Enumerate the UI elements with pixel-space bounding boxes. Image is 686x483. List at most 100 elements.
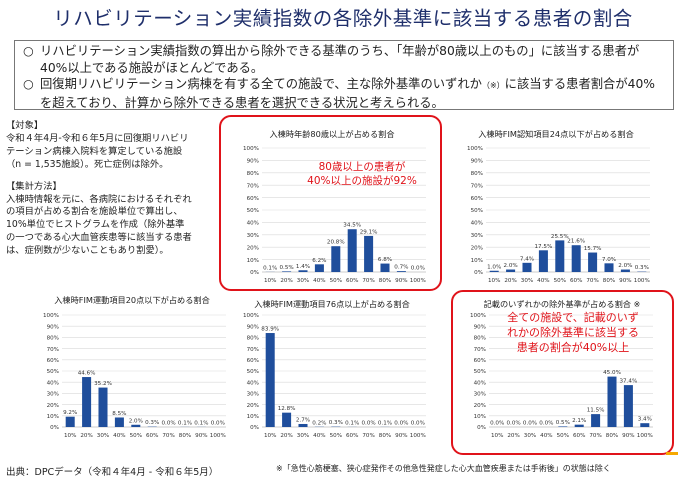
data-label: 11.5% bbox=[587, 408, 605, 414]
data-label: 0.0% bbox=[411, 421, 425, 427]
y-tick-label: 90% bbox=[47, 324, 59, 330]
data-label: 2.1% bbox=[572, 418, 586, 424]
bar bbox=[522, 262, 532, 272]
x-tick-label: 70% bbox=[362, 278, 374, 284]
y-tick-label: 40% bbox=[471, 221, 483, 227]
callout-any-line-2: れかの除外基準に該当する bbox=[507, 326, 639, 339]
x-tick-label: 60% bbox=[346, 278, 358, 284]
y-tick-label: 0% bbox=[477, 425, 486, 431]
x-tick-label: 50% bbox=[554, 278, 566, 284]
x-tick-label: 80% bbox=[606, 433, 618, 439]
summary-bullet-2: 回復期リハビリテーション病棟を有する全ての施設で、主な除外基準のいずれか（※）に… bbox=[23, 76, 665, 111]
y-tick-label: 70% bbox=[247, 183, 259, 189]
x-tick-label: 90% bbox=[622, 433, 634, 439]
data-label: 2.7% bbox=[296, 417, 310, 423]
y-tick-label: 80% bbox=[47, 336, 59, 342]
bar bbox=[65, 416, 75, 427]
bar bbox=[82, 377, 92, 427]
data-label: 0.5% bbox=[279, 265, 293, 271]
y-tick-label: 30% bbox=[47, 392, 59, 398]
bar bbox=[380, 263, 390, 272]
bar bbox=[298, 423, 308, 427]
x-tick-label: 10% bbox=[264, 278, 276, 284]
bar bbox=[571, 245, 581, 272]
data-label: 0.1% bbox=[345, 420, 359, 426]
callout-any-line-3: 患者の割合が40%以上 bbox=[516, 341, 630, 354]
data-label: 0.1% bbox=[178, 420, 192, 426]
chart-title: 入棟時FIM運動項目20点以下が占める割合 bbox=[54, 295, 210, 305]
callout-age: 80歳以上の患者が 40%以上の施設が92% bbox=[302, 160, 422, 188]
y-tick-label: 60% bbox=[247, 358, 259, 364]
data-label: 0.7% bbox=[394, 265, 408, 271]
data-label: 0.0% bbox=[523, 421, 537, 427]
x-tick-label: 10% bbox=[264, 433, 276, 439]
data-label: 6.8% bbox=[378, 257, 392, 263]
bar bbox=[298, 270, 308, 272]
y-tick-label: 20% bbox=[47, 403, 59, 409]
y-tick-label: 20% bbox=[471, 245, 483, 251]
y-tick-label: 80% bbox=[474, 336, 486, 342]
x-tick-label: 100% bbox=[634, 278, 650, 284]
x-tick-label: 90% bbox=[395, 433, 407, 439]
x-tick-label: 90% bbox=[619, 278, 631, 284]
y-tick-label: 10% bbox=[247, 258, 259, 264]
chart-fim-motor-high: 入棟時FIM運動項目76点以上が占める割合 0% 10% 20% 30% 40% 50% 6… bbox=[226, 290, 438, 452]
data-label: 6.2% bbox=[312, 258, 326, 264]
bar bbox=[489, 270, 499, 272]
x-tick-label: 30% bbox=[97, 433, 109, 439]
x-tick-label: 90% bbox=[195, 433, 207, 439]
data-label: 0.0% bbox=[361, 421, 375, 427]
summary-bullet-2-note: （※） bbox=[481, 81, 505, 90]
data-label: 25.5% bbox=[551, 234, 569, 240]
bar bbox=[555, 240, 565, 272]
y-tick-label: 10% bbox=[47, 414, 59, 420]
y-tick-label: 20% bbox=[474, 403, 486, 409]
data-label: 2.0% bbox=[503, 263, 517, 269]
data-label: 0.3% bbox=[145, 420, 159, 426]
y-tick-label: 60% bbox=[471, 196, 483, 202]
bar bbox=[282, 412, 292, 427]
data-label: 8.5% bbox=[112, 411, 126, 417]
bar bbox=[347, 229, 357, 272]
target-heading: 【対象】 bbox=[6, 120, 44, 131]
chart-plot: 0%10%20%30%40%50%60%70%80%90%100%0.0%10%… bbox=[470, 313, 653, 439]
data-label: 1.4% bbox=[296, 264, 310, 270]
chart-age-80: 入棟時年齢80歳以上が占める割合 0% 10% 20% 30% 40% 50% 60% 70%… bbox=[226, 120, 438, 292]
y-tick-label: 70% bbox=[247, 347, 259, 353]
x-tick-label: 80% bbox=[379, 278, 391, 284]
chart-any-exclusion: 記載のいずれかの除外基準が占める割合 ※ 0% 10% 20% 30% 40% 50% 60… bbox=[453, 290, 671, 452]
y-tick-label: 10% bbox=[247, 414, 259, 420]
x-tick-label: 70% bbox=[362, 433, 374, 439]
data-label: 0.0% bbox=[490, 421, 504, 427]
data-label: 20.8% bbox=[327, 240, 345, 246]
y-tick-label: 70% bbox=[47, 347, 59, 353]
x-tick-label: 50% bbox=[557, 433, 569, 439]
bar bbox=[98, 387, 108, 427]
y-tick-label: 50% bbox=[471, 208, 483, 214]
x-tick-label: 80% bbox=[379, 433, 391, 439]
data-label: 0.3% bbox=[329, 420, 343, 426]
callout-any-line-1: 全ての施設で、記載のいず bbox=[507, 311, 639, 324]
bar bbox=[588, 252, 598, 272]
data-label: 3.4% bbox=[638, 417, 652, 423]
bar bbox=[131, 424, 141, 427]
bar bbox=[574, 424, 584, 427]
x-tick-label: 20% bbox=[507, 433, 519, 439]
bar bbox=[538, 250, 548, 272]
chart-plot: 0%10%20%30%40%50%60%70%80%90%100%0.1%10%… bbox=[243, 146, 426, 284]
data-label: 21.6% bbox=[567, 239, 585, 245]
data-label: 17.5% bbox=[535, 244, 553, 250]
x-tick-label: 100% bbox=[210, 433, 226, 439]
x-tick-label: 60% bbox=[346, 433, 358, 439]
y-tick-label: 0% bbox=[474, 270, 483, 276]
data-label: 0.5% bbox=[556, 420, 570, 426]
chart-title: 入棟時FIM運動項目76点以上が占める割合 bbox=[254, 299, 410, 309]
y-tick-label: 80% bbox=[471, 171, 483, 177]
x-tick-label: 10% bbox=[488, 278, 500, 284]
x-tick-label: 70% bbox=[586, 278, 598, 284]
bar bbox=[506, 269, 516, 272]
data-label: 37.4% bbox=[620, 379, 638, 385]
x-tick-label: 100% bbox=[410, 278, 426, 284]
y-tick-label: 40% bbox=[247, 380, 259, 386]
y-tick-label: 60% bbox=[47, 358, 59, 364]
